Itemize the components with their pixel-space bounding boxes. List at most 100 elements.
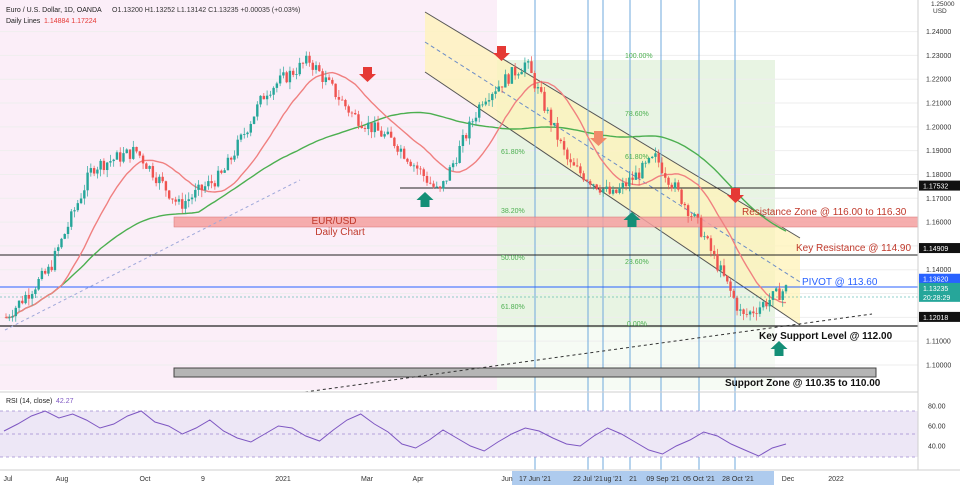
candle-body: [43, 270, 47, 274]
candle-body: [402, 148, 406, 159]
price-label-box: [919, 282, 960, 293]
candle-body: [262, 95, 266, 100]
key-support-label: Key Support Level @ 112.00: [759, 331, 893, 342]
candle-body: [683, 203, 687, 206]
candle-body: [334, 83, 337, 98]
candle-body: [660, 162, 664, 174]
candle-body: [641, 162, 644, 179]
candle-body: [409, 161, 412, 166]
candle-body: [386, 131, 390, 135]
time-tick-label: Dec: [782, 476, 795, 483]
candle-body: [657, 153, 660, 163]
candle-body: [526, 61, 530, 63]
candle-body: [595, 184, 598, 190]
candle-body: [399, 148, 403, 152]
candle-body: [164, 181, 168, 191]
time-tick-label: 28 Oct '21: [722, 476, 754, 483]
candle-body: [419, 168, 422, 170]
price-tick-label: 1.17000: [926, 196, 951, 203]
candle-body: [778, 288, 781, 300]
candle-body: [455, 162, 458, 164]
candle-body: [229, 157, 233, 160]
candle-body: [324, 77, 328, 83]
candle-body: [207, 181, 210, 187]
candle-body: [184, 201, 187, 209]
price-label-text: 20:28:29: [923, 295, 950, 302]
candle-body: [256, 104, 259, 117]
price-tick-label: 1.21000: [926, 101, 951, 108]
candle-body: [735, 297, 739, 311]
candle-body: [200, 184, 204, 191]
price-tick-label: 1.19000: [926, 148, 951, 155]
price-tick-label: 1.10000: [926, 362, 951, 369]
time-tick-label: 17 Jun '21: [519, 476, 551, 483]
candle-body: [546, 109, 549, 111]
candle-body: [775, 288, 778, 292]
price-label-text: 1.12018: [923, 315, 948, 322]
candle-body: [291, 70, 295, 75]
candle-body: [73, 210, 76, 212]
candle-body: [233, 155, 236, 160]
candle-body: [654, 153, 657, 157]
candle-body: [588, 181, 592, 185]
candle-body: [8, 317, 11, 319]
candle-body: [768, 299, 771, 307]
rsi-tick-label: 60.00: [928, 424, 946, 431]
time-tick-label: 22 Jul '21: [573, 476, 603, 483]
candle-body: [89, 168, 93, 173]
candle-body: [24, 294, 27, 304]
candle-body: [4, 317, 8, 319]
candle-body: [608, 186, 611, 194]
candle-body: [605, 186, 608, 189]
candle-body: [634, 172, 638, 180]
candle-body: [34, 289, 37, 295]
sell-arrow-icon: [359, 67, 376, 82]
candle-body: [174, 199, 177, 202]
price-label-box: [919, 311, 960, 322]
shade-left-panel: [0, 0, 497, 390]
candle-body: [83, 190, 86, 199]
candle-body: [435, 186, 438, 188]
price-tick-label: 1.20000: [926, 124, 951, 131]
candle-body: [177, 199, 181, 202]
candle-body: [458, 145, 461, 163]
candle-body: [14, 307, 17, 317]
candle-body: [575, 165, 579, 167]
candle-body: [239, 134, 243, 140]
candle-body: [210, 181, 213, 184]
candle-body: [135, 146, 138, 152]
candle-body: [726, 275, 729, 282]
candle-body: [47, 266, 50, 274]
candle-body: [680, 189, 683, 204]
candle-body: [451, 163, 455, 168]
candle-body: [66, 226, 70, 234]
ohlc-readout: O1.13200 H1.13252 L1.13142 C1.13235 +0.0…: [112, 7, 300, 14]
candle-body: [190, 197, 194, 200]
price-tick-label: 1.16000: [926, 220, 951, 227]
candle-body: [621, 182, 625, 188]
candle-body: [752, 311, 755, 314]
candle-body: [167, 190, 171, 199]
candle-body: [125, 149, 128, 154]
indicator-name: Daily Lines: [6, 18, 41, 25]
price-tick-label: 1.23000: [926, 53, 951, 60]
candle-body: [171, 198, 174, 200]
candle-body: [719, 265, 722, 271]
price-tick-label: 1.14000: [926, 267, 951, 274]
candle-body: [350, 112, 354, 114]
candle-body: [357, 114, 360, 126]
candle-body: [706, 236, 709, 239]
candle-body: [53, 250, 57, 271]
candle-body: [468, 121, 471, 139]
candle-body: [70, 211, 73, 227]
rsi-axis-ticks: 80.00 60.00 40.00: [928, 404, 946, 451]
candle-body: [57, 247, 60, 251]
candle-body: [690, 216, 693, 217]
candle-body: [474, 117, 478, 122]
candle-body: [151, 166, 155, 178]
candle-body: [122, 153, 125, 162]
candle-body: [566, 149, 569, 160]
buy-arrow-icon: [770, 341, 788, 356]
candle-body: [63, 233, 66, 239]
candle-body: [265, 95, 269, 100]
